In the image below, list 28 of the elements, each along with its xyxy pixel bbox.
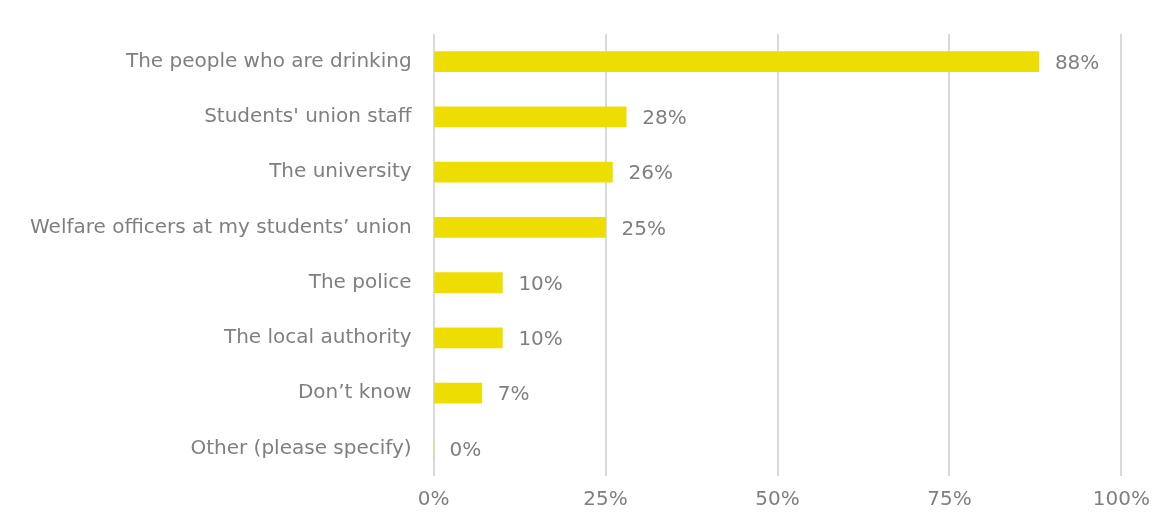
y-tick-label: Students' union staff	[204, 103, 413, 128]
data-label: 7%	[497, 381, 530, 406]
data-label: 26%	[628, 160, 673, 185]
x-tick-label: 25%	[583, 486, 628, 511]
x-tick-label: 100%	[1092, 486, 1150, 511]
data-label: 25%	[621, 215, 667, 240]
bar	[434, 217, 606, 238]
x-tick-label: 75%	[927, 486, 972, 511]
y-tick-label: The local authority	[222, 324, 412, 349]
bar	[434, 272, 503, 293]
y-tick-label: The police	[307, 268, 412, 293]
data-label: 88%	[1054, 49, 1100, 74]
y-tick-label: Welfare officers at my students’ union	[30, 213, 412, 238]
y-tick-label: Don’t know	[297, 379, 412, 404]
data-label: 10%	[518, 270, 563, 295]
bar	[434, 161, 613, 183]
bar	[434, 51, 1040, 72]
x-tick-label: 50%	[755, 486, 800, 511]
bar	[434, 327, 503, 349]
bar	[434, 382, 483, 404]
y-tick-label: The people who are drinking	[124, 47, 412, 72]
data-label: 0%	[449, 436, 482, 461]
data-label: 10%	[518, 326, 563, 351]
x-tick-label: 0%	[417, 486, 450, 511]
data-label: 28%	[642, 105, 687, 130]
bar	[434, 106, 627, 128]
y-tick-label: Other (please specify)	[190, 434, 412, 459]
y-tick-label: The university	[268, 158, 412, 183]
